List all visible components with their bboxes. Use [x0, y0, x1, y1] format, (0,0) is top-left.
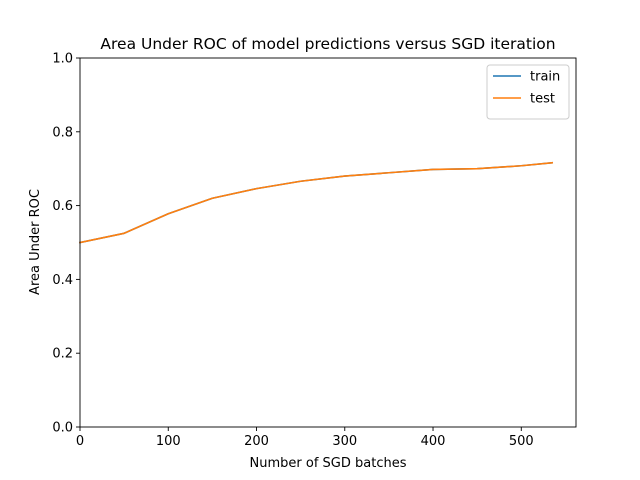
x-axis-label: Number of SGD batches: [250, 456, 407, 471]
chart-title: Area Under ROC of model predictions vers…: [100, 35, 555, 53]
legend: train test: [486, 64, 570, 120]
y-axis-label: Area Under ROC: [28, 189, 43, 295]
y-tick-label: 1.0: [52, 52, 73, 67]
y-tick-label: 0.4: [52, 273, 73, 288]
x-tick-label: 300: [332, 434, 357, 449]
y-tick-label: 0.8: [52, 125, 73, 140]
x-tick-label: 0: [76, 434, 84, 449]
y-tick-label: 0.6: [52, 199, 73, 214]
x-tick-label: 100: [156, 434, 181, 449]
plot-frame: [79, 57, 577, 428]
x-tick-label: 200: [244, 434, 269, 449]
legend-label-train: train: [530, 70, 560, 85]
y-tick-label: 0.0: [52, 421, 73, 436]
legend-box: [486, 64, 570, 120]
series-line-train: [79, 161, 554, 244]
x-tick-label: 500: [509, 434, 534, 449]
legend-label-test: test: [530, 92, 555, 107]
y-tick-label: 0.2: [52, 347, 73, 362]
x-tick-label: 400: [421, 434, 446, 449]
series-line-test: [79, 161, 554, 244]
plot-area: 0 100 200 300 400 500 0.0 0.2 0.4 0.6 0.8 1.0: [52, 52, 577, 449]
